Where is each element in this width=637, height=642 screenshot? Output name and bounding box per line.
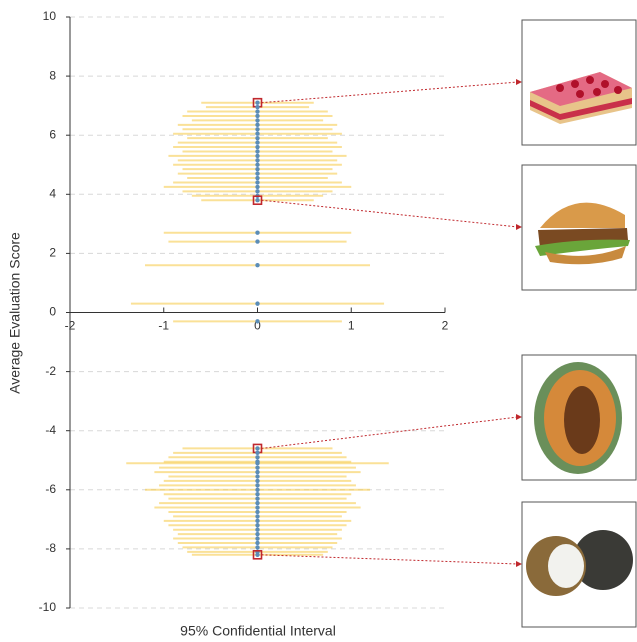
point (255, 176, 259, 180)
pointer-line (262, 417, 519, 448)
point (255, 145, 259, 149)
point (255, 465, 259, 469)
point (255, 553, 259, 557)
point (255, 123, 259, 127)
x-tick-label: -2 (65, 319, 76, 333)
y-tick-label: -4 (45, 423, 56, 437)
y-tick-label: -6 (45, 482, 56, 496)
pointer-head (516, 561, 522, 567)
point (255, 474, 259, 478)
point (255, 263, 259, 267)
x-tick-label: -1 (158, 319, 169, 333)
point (255, 519, 259, 523)
point (255, 100, 259, 104)
point (255, 527, 259, 531)
point (255, 163, 259, 167)
point (255, 451, 259, 455)
pointer-line (262, 555, 519, 564)
point (255, 446, 259, 450)
x-tick-label: 1 (348, 319, 355, 333)
point (255, 171, 259, 175)
point (255, 185, 259, 189)
pointer-line (262, 82, 519, 103)
point (255, 158, 259, 162)
point (255, 127, 259, 131)
pointer-line (262, 200, 519, 227)
point (255, 301, 259, 305)
point (255, 541, 259, 545)
point (255, 510, 259, 514)
y-tick-label: -10 (39, 600, 57, 614)
point (255, 514, 259, 518)
point (255, 109, 259, 113)
point (255, 154, 259, 158)
point (255, 132, 259, 136)
point (255, 231, 259, 235)
point (255, 470, 259, 474)
point (255, 532, 259, 536)
point (255, 488, 259, 492)
pointer-head (516, 414, 522, 420)
chart: 95% Confidential Interval Average Evalua… (0, 0, 637, 642)
y-tick-label: 10 (43, 9, 57, 23)
point (255, 461, 259, 465)
point (255, 523, 259, 527)
y-tick-label: -2 (45, 364, 56, 378)
point (255, 189, 259, 193)
image-panel (522, 20, 636, 627)
melon-image (534, 362, 622, 474)
point (255, 140, 259, 144)
point (255, 483, 259, 487)
point (255, 105, 259, 109)
point (255, 545, 259, 549)
point (255, 496, 259, 500)
point (255, 114, 259, 118)
point (255, 167, 259, 171)
point (255, 239, 259, 243)
point (255, 118, 259, 122)
pointer-head (516, 79, 522, 85)
point (255, 136, 259, 140)
x-tick-label: 2 (442, 319, 449, 333)
y-tick-label: 4 (49, 186, 56, 200)
point (255, 149, 259, 153)
y-tick-label: 0 (49, 305, 56, 319)
point (255, 479, 259, 483)
point (255, 501, 259, 505)
y-tick-label: -8 (45, 541, 56, 555)
point (255, 198, 259, 202)
y-tick-label: 6 (49, 127, 56, 141)
point (255, 319, 259, 323)
point (255, 536, 259, 540)
y-tick-label: 2 (49, 246, 56, 260)
x-axis-title: 95% Confidential Interval (180, 623, 336, 639)
point (255, 492, 259, 496)
y-axis-title: Average Evaluation Score (7, 232, 23, 394)
point (255, 505, 259, 509)
point (255, 455, 259, 459)
y-tick-label: 8 (49, 68, 56, 82)
pointer-head (516, 224, 522, 230)
point (255, 180, 259, 184)
